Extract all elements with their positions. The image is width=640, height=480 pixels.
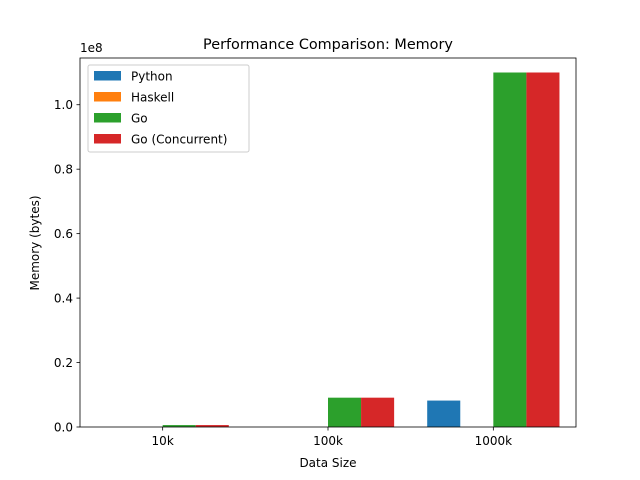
legend-swatch xyxy=(94,113,121,123)
x-tick-label: 10k xyxy=(152,434,174,448)
bar-python-1000k xyxy=(427,400,461,427)
y-tick-label: 0.2 xyxy=(54,356,73,370)
bar-go-100k xyxy=(328,397,362,427)
y-tick-label: 0.6 xyxy=(54,227,73,241)
y-axis-label: Memory (bytes) xyxy=(28,195,42,290)
legend-box xyxy=(87,64,250,153)
y-tick-label: 0.0 xyxy=(54,420,73,434)
legend-label: Python xyxy=(131,70,173,84)
chart-title: Performance Comparison: Memory xyxy=(203,37,453,53)
x-tick-label: 100k xyxy=(313,434,343,448)
y-ticks-group: 0.0 0.2 0.4 0.6 0.8 1.0 xyxy=(54,98,80,434)
legend: Python Haskell Go Go (Concurrent) xyxy=(87,64,250,153)
bar-go-1000k xyxy=(493,72,527,427)
bars-group xyxy=(162,72,560,427)
y-tick-label: 0.8 xyxy=(54,162,73,176)
legend-label: Go xyxy=(131,112,148,126)
x-axis-label: Data Size xyxy=(299,456,356,470)
bar-go-concurrent-10k xyxy=(195,425,229,427)
x-tick-label: 1000k xyxy=(475,434,513,448)
y-tick-label: 0.4 xyxy=(54,291,73,305)
legend-label: Haskell xyxy=(131,91,174,105)
legend-swatch xyxy=(94,92,121,102)
y-tick-label: 1.0 xyxy=(54,98,73,112)
bar-go-concurrent-1000k xyxy=(526,72,560,427)
bar-go-concurrent-100k xyxy=(361,397,395,427)
x-ticks-group: 10k 100k 1000k xyxy=(152,427,513,448)
y-axis-offset-label: 1e8 xyxy=(80,41,103,55)
legend-swatch xyxy=(94,134,121,144)
legend-swatch xyxy=(94,71,121,81)
bar-go-10k xyxy=(162,425,196,427)
legend-label: Go (Concurrent) xyxy=(131,133,227,147)
